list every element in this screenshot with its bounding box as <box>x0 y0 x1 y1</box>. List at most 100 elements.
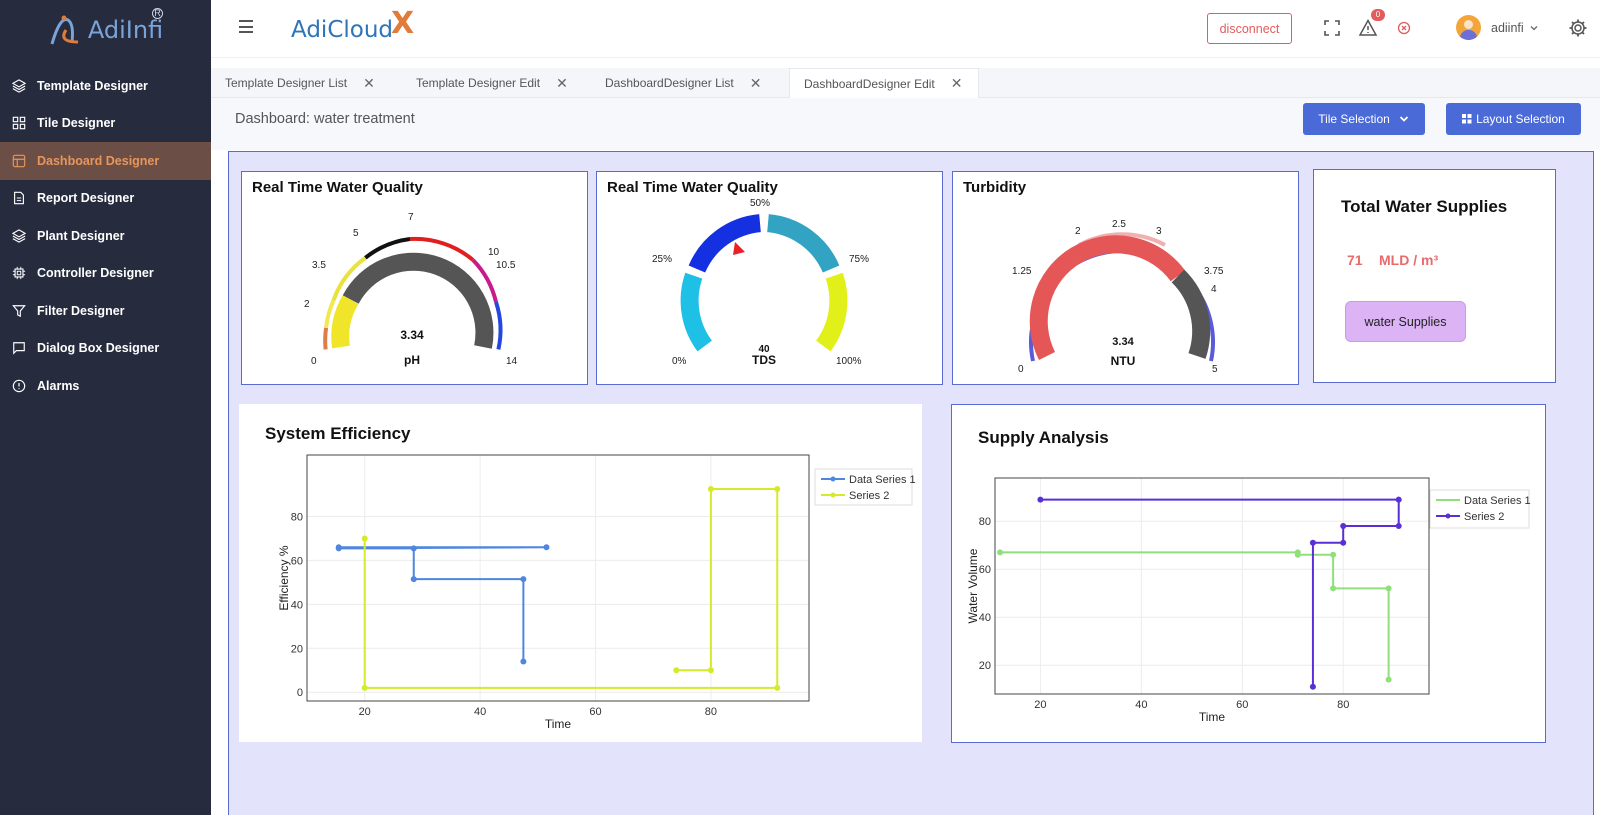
close-icon[interactable]: ✕ <box>363 74 375 91</box>
data-point <box>1330 551 1337 558</box>
data-point <box>1340 523 1347 529</box>
top-header: AdiCloudX disconnect 0 adiinfi <box>211 0 1600 58</box>
y-tick-label: 80 <box>979 516 991 528</box>
x-axis-label: Time <box>1199 710 1226 724</box>
chevron-down-icon <box>1399 116 1408 122</box>
data-point <box>361 684 368 691</box>
gauge-value: 3.34 <box>400 328 424 342</box>
gauge-tile-tds[interactable]: Real Time Water Quality 0% 25% 50% 75% 1… <box>596 171 943 385</box>
gauge-tile-turbidity[interactable]: Turbidity 0 1.25 2 2.5 3 3.75 4 5 3.34 N… <box>952 171 1299 385</box>
sidebar-item-template-designer[interactable]: Template Designer <box>0 67 211 105</box>
gauge-track <box>323 236 503 350</box>
close-icon[interactable]: ✕ <box>556 74 568 91</box>
tile-title: Turbidity <box>963 179 1027 196</box>
menu-icon[interactable] <box>239 20 253 37</box>
tile-selection-button[interactable]: Tile Selection <box>1303 103 1425 135</box>
gauge-segment <box>688 214 762 273</box>
series-line <box>363 488 779 689</box>
x-ticks: 20 40 60 80 <box>1034 699 1349 711</box>
gauge-tile-ph[interactable]: Real Time Water Quality 0 2 3.5 <box>241 171 588 385</box>
tab-label: Template Designer Edit <box>416 76 541 90</box>
layout-selection-button[interactable]: Layout Selection <box>1446 103 1581 135</box>
sidebar-item-alarms[interactable]: Alarms <box>0 367 211 405</box>
brand-text: AdiCloud <box>291 17 394 43</box>
tick-label: 14 <box>506 356 518 367</box>
tab-dashboard-designer-list[interactable]: DashboardDesigner List ✕ <box>591 68 778 98</box>
registered-icon: R <box>152 8 163 19</box>
tick-label: 5 <box>1212 364 1218 375</box>
data-point <box>707 486 714 493</box>
gridlines <box>307 455 809 701</box>
message-icon <box>13 342 25 355</box>
data-point <box>410 576 417 583</box>
close-icon[interactable]: ✕ <box>749 74 762 91</box>
data-point <box>707 667 714 674</box>
tick-label: 2.5 <box>1112 219 1126 230</box>
user-name: adiinfi <box>1491 20 1524 35</box>
gear-icon[interactable] <box>1568 18 1588 38</box>
supplies-unit: MLD / m³ <box>1379 252 1439 268</box>
sidebar-item-report-designer[interactable]: Report Designer <box>0 180 211 218</box>
sidebar-item-filter-designer[interactable]: Filter Designer <box>0 292 211 330</box>
dashboard-canvas: Real Time Water Quality 0 2 3.5 <box>228 151 1594 815</box>
data-point <box>774 486 781 493</box>
chart-title: System Efficiency <box>265 424 411 443</box>
tab-template-designer-edit[interactable]: Template Designer Edit ✕ <box>402 68 590 98</box>
system-efficiency-chart: 20 40 60 80 0 20 40 60 80 Time Efficiency % Data Se… <box>277 454 916 731</box>
gauge-unit: pH <box>404 353 420 367</box>
data-point <box>543 544 550 551</box>
tick-label: 10.5 <box>496 260 516 271</box>
user-menu[interactable]: adiinfi <box>1456 15 1539 40</box>
warning-icon[interactable] <box>1358 18 1378 38</box>
supply-analysis-chart: 20 40 60 80 20 40 60 80 Time Water Volume Data Ser… <box>966 477 1531 724</box>
tab-dashboard-designer-edit[interactable]: DashboardDesigner Edit ✕ <box>789 68 979 98</box>
x-tick-label: 80 <box>705 706 717 718</box>
tab-label: DashboardDesigner List <box>605 76 734 90</box>
sidebar-item-label: Plant Designer <box>37 228 125 243</box>
disconnect-button[interactable]: disconnect <box>1207 13 1292 44</box>
y-tick-label: 20 <box>979 660 991 672</box>
sidebar-item-tile-designer[interactable]: Tile Designer <box>0 105 211 143</box>
supply-analysis-tile[interactable]: Supply Analysis 20 40 60 80 20 40 60 80 Time Wate… <box>951 404 1546 743</box>
sidebar-item-plant-designer[interactable]: Plant Designer <box>0 217 211 255</box>
error-circle-icon[interactable] <box>1394 18 1414 38</box>
legend-label: Series 2 <box>849 490 889 502</box>
tab-template-designer-list[interactable]: Template Designer List ✕ <box>211 68 389 98</box>
x-tick-label: 60 <box>1236 699 1248 711</box>
x-tick-label: 60 <box>589 706 601 718</box>
data-point <box>1309 539 1316 546</box>
supplies-value: 71 <box>1347 252 1363 268</box>
data-point <box>1395 496 1402 503</box>
gauge-pointer <box>733 242 745 255</box>
legend: Data Series 1 Series 2 <box>814 468 916 506</box>
tick-label: 3 <box>1156 226 1162 237</box>
sidebar-item-controller-designer[interactable]: Controller Designer <box>0 255 211 293</box>
logo: AdiInfi R <box>0 0 211 60</box>
brand-x: X <box>391 6 415 41</box>
content-toolbar: Dashboard: water treatment Tile Selectio… <box>211 98 1600 150</box>
y-tick-label: 80 <box>291 512 303 524</box>
water-supplies-tile[interactable]: Total Water Supplies 71 MLD / m³ water S… <box>1313 169 1556 383</box>
tick-label: 0 <box>311 356 317 367</box>
sidebar-item-dashboard-designer[interactable]: Dashboard Designer <box>0 142 211 180</box>
y-tick-label: 20 <box>291 643 303 655</box>
tick-label: 25% <box>652 254 672 265</box>
sidebar-item-dialog-box-designer[interactable]: Dialog Box Designer <box>0 330 211 368</box>
tile-title: Real Time Water Quality <box>607 179 778 196</box>
fullscreen-icon[interactable] <box>1322 18 1342 38</box>
data-point <box>1340 539 1347 546</box>
close-icon[interactable]: ✕ <box>950 75 963 91</box>
logo-icon <box>50 15 78 45</box>
water-supplies-button[interactable]: water Supplies <box>1345 301 1466 342</box>
gauge-ticks: 0 2 3.5 5 7 10 10.5 14 <box>304 212 518 367</box>
tab-label: DashboardDesigner Edit <box>804 76 935 91</box>
tick-label: 5 <box>353 228 359 239</box>
legend-marker <box>830 476 836 482</box>
sidebar-item-label: Controller Designer <box>37 266 154 281</box>
tick-label: 4 <box>1211 284 1217 295</box>
logo-text: AdiInfi <box>87 16 164 44</box>
gauge-segment <box>680 272 713 352</box>
data-point <box>1395 523 1402 529</box>
chip-icon <box>12 267 26 280</box>
system-efficiency-tile[interactable]: System Efficiency 20 40 60 80 0 20 40 60 80 Time E… <box>239 404 922 742</box>
